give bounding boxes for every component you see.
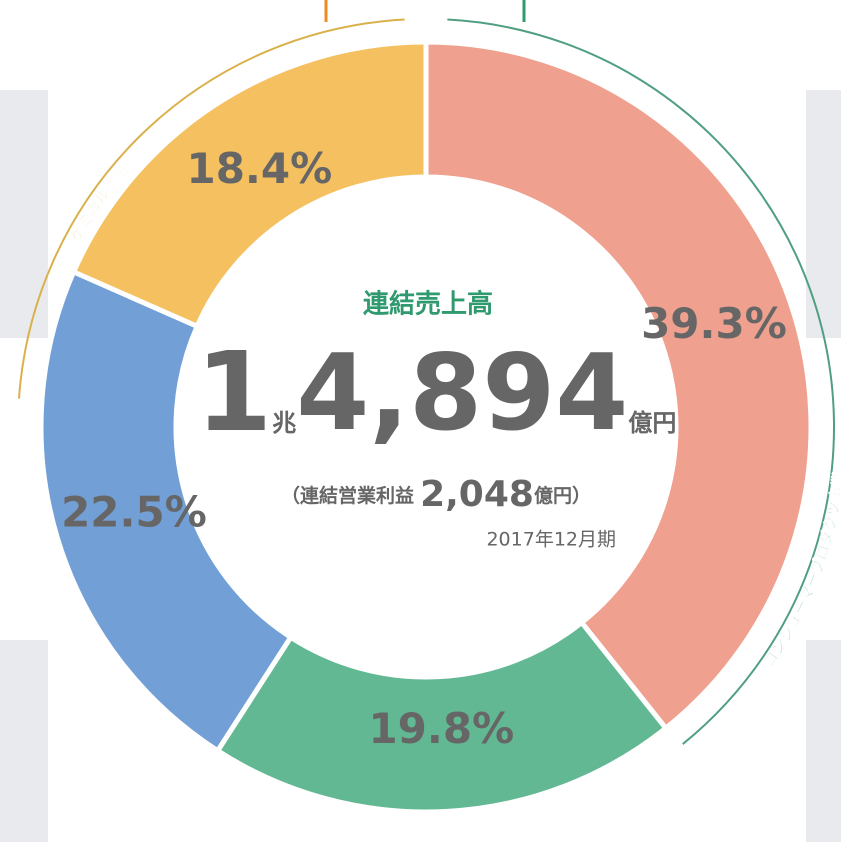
donut-segment xyxy=(214,619,670,815)
product-image xyxy=(806,640,841,842)
total-part: 4,894 xyxy=(296,332,628,454)
center-title: 連結売上高 xyxy=(363,289,493,320)
subtotal-part: 億円） xyxy=(534,484,591,507)
total-part: 兆 xyxy=(272,409,296,437)
subtotal-part: （連結営業利益 xyxy=(281,484,414,507)
bracket-arc xyxy=(447,18,835,745)
product-image xyxy=(0,90,48,338)
donut-segment xyxy=(70,39,429,330)
product-image xyxy=(806,90,841,338)
product-image xyxy=(0,640,48,842)
period: 2017年12月期 xyxy=(486,529,616,551)
value-label: 39.3% xyxy=(641,299,787,348)
bracket-arc xyxy=(17,18,405,399)
donut-segment xyxy=(38,268,295,755)
subtotal: （連結営業利益 2,048億円） xyxy=(281,474,591,515)
value-label: 19.8% xyxy=(368,704,514,753)
value-label: 22.5% xyxy=(61,487,207,536)
donut-segment xyxy=(423,39,814,732)
total-part: 億円 xyxy=(628,409,676,437)
subtotal-part: 2,048 xyxy=(420,474,534,515)
total: 1兆4,894億円 xyxy=(196,328,677,456)
value-label: 18.4% xyxy=(186,144,332,193)
total-part: 1 xyxy=(196,328,273,456)
